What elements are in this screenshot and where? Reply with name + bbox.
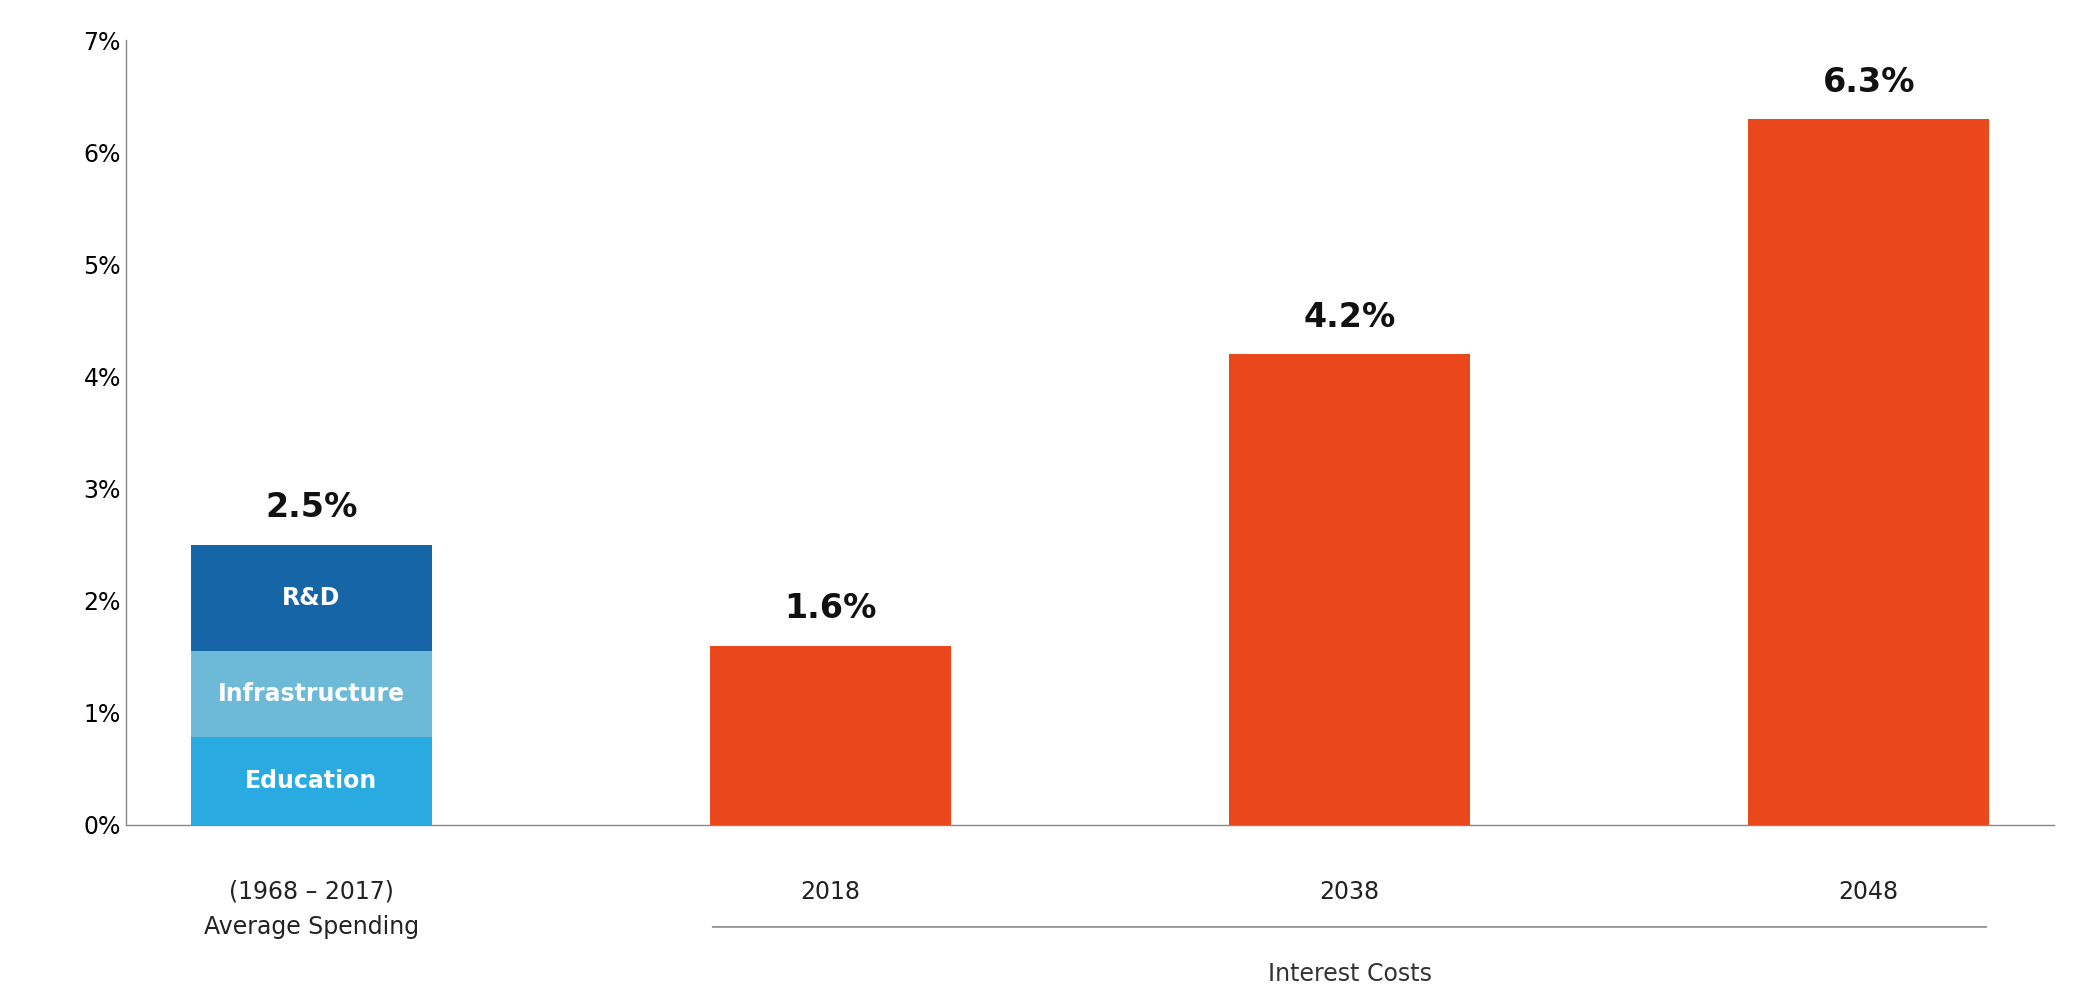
- Text: 2038: 2038: [1320, 880, 1379, 903]
- Text: 2048: 2048: [1838, 880, 1899, 903]
- Bar: [191, 737, 432, 825]
- Bar: [711, 646, 952, 825]
- Text: R&D: R&D: [283, 585, 340, 610]
- Bar: [1228, 354, 1469, 825]
- Text: 6.3%: 6.3%: [1821, 65, 1916, 99]
- Text: 2.5%: 2.5%: [264, 492, 356, 524]
- Text: Infrastructure: Infrastructure: [218, 682, 405, 706]
- Bar: [191, 651, 432, 737]
- Text: (1968 – 2017): (1968 – 2017): [228, 880, 394, 903]
- Text: 2018: 2018: [801, 880, 859, 903]
- Text: Education: Education: [245, 770, 377, 793]
- Text: 4.2%: 4.2%: [1304, 301, 1396, 334]
- Text: Interest Costs: Interest Costs: [1268, 962, 1432, 986]
- Bar: [1748, 119, 1989, 825]
- Text: Average Spending: Average Spending: [203, 915, 419, 940]
- Bar: [191, 544, 432, 651]
- Text: 1.6%: 1.6%: [784, 593, 876, 626]
